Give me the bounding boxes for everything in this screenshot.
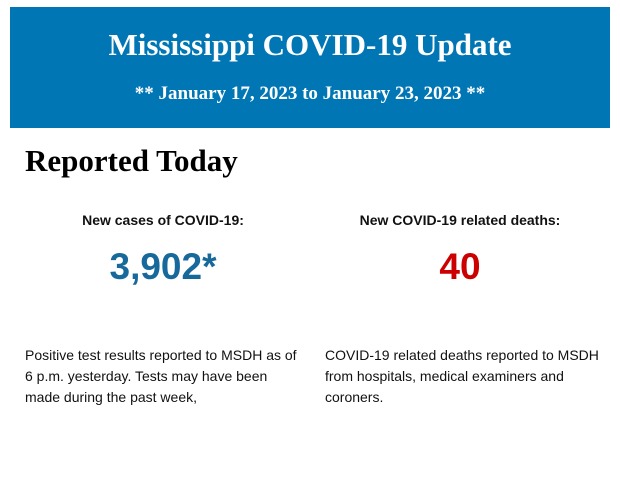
new-deaths-note: COVID-19 related deaths reported to MSDH… [325,347,599,405]
section-title: Reported Today [25,143,238,178]
header-banner: Mississippi COVID-19 Update ** January 1… [10,7,610,128]
page-title: Mississippi COVID-19 Update [108,27,512,62]
new-cases-label: New cases of COVID-19: [82,212,244,228]
new-cases-stat: New cases of COVID-19: 3,902* [18,212,308,288]
new-deaths-label: New COVID-19 related deaths: [359,212,561,228]
new-cases-note: Positive test results reported to MSDH a… [25,347,297,405]
new-cases-value: 3,902* [109,246,217,287]
new-deaths-value: 40 [439,246,481,287]
new-deaths-stat: New COVID-19 related deaths: 40 [315,212,605,288]
date-range: ** January 17, 2023 to January 23, 2023 … [134,83,486,104]
